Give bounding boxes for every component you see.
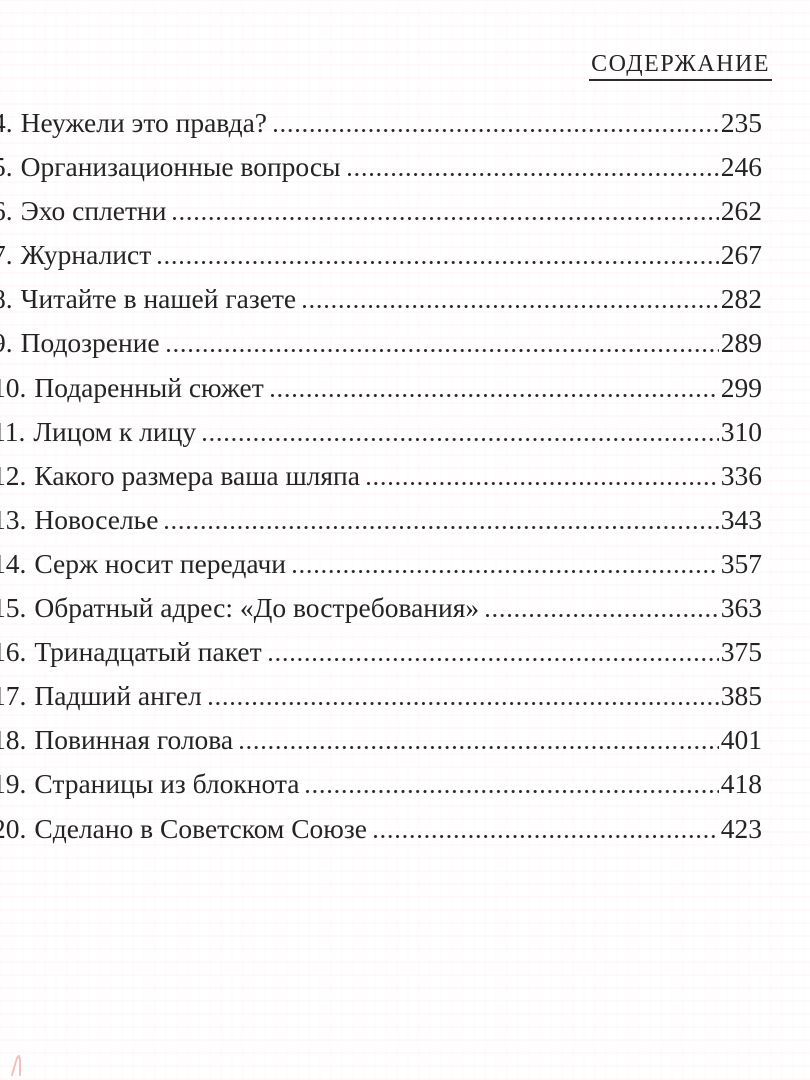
toc-entry-page: 310 [720, 415, 762, 447]
toc-entry-number: 7. [0, 239, 13, 271]
toc-dot-leader [274, 129, 719, 132]
toc-dot-leader [208, 702, 719, 706]
toc-list: 4. Неужели это правда? 235 5. Организаци… [0, 101, 762, 851]
toc-entry-title: Журналист [20, 239, 152, 271]
toc-entry-number: 6. [0, 195, 13, 227]
toc-entry-page: 385 [720, 680, 762, 712]
toc-entry-title: Читайте в нашей газете [20, 283, 297, 315]
toc-entry-page: 246 [720, 151, 762, 183]
toc-entry-number: 4. [0, 107, 13, 138]
toc-dot-leader [366, 481, 719, 485]
toc-entry-number: 12. [0, 459, 27, 491]
toc-entry: 18. Повинная голова 401 [0, 718, 762, 762]
toc-entry-number: 11. [0, 415, 26, 447]
toc-entry: 7. Журналист 267 [0, 233, 762, 277]
toc-entry-title: Подаренный сюжет [34, 371, 264, 403]
toc-entry-number: 18. [0, 724, 27, 756]
toc-entry: 6. Эхо сплетни 262 [0, 189, 762, 233]
toc-entry: 16. Тринадцатый пакет 375 [0, 630, 762, 674]
toc-entry-title: Подозрение [20, 327, 160, 359]
toc-entry-title: Страницы из блокнота [34, 768, 300, 800]
toc-entry-title: Какого размера ваша шляпа [34, 459, 360, 491]
toc-dot-leader [166, 349, 719, 353]
page-header: СОДЕРЖАНИЕ [589, 51, 772, 81]
toc-entry: 5. Организационные вопросы 246 [0, 145, 762, 189]
toc-entry-number: 20. [0, 812, 27, 844]
toc-entry: 20. Сделано в Советском Союзе 423 [0, 807, 762, 851]
toc-dot-leader [270, 393, 719, 397]
toc-entry-number: 10. [0, 371, 27, 403]
toc-entry-page: 262 [720, 195, 762, 227]
toc-entry-number: 16. [0, 636, 27, 668]
toc-dot-leader [158, 261, 719, 265]
toc-entry-title: Обратный адрес: «До востребования» [34, 592, 480, 624]
toc-dot-leader [165, 525, 719, 529]
toc-entry: 17. Падший ангел 385 [0, 674, 762, 718]
toc-entry-number: 8. [0, 283, 13, 315]
toc-entry: 14. Серж носит передачи 357 [0, 542, 762, 586]
toc-entry-page: 357 [720, 547, 762, 579]
toc-entry-title: Серж носит передачи [34, 547, 287, 579]
toc-entry-title: Повинная голова [34, 724, 234, 756]
contents-title: СОДЕРЖАНИЕ [589, 51, 772, 81]
toc-entry: 12. Какого размера ваша шляпа 336 [0, 454, 762, 498]
toc-entry-page: 282 [720, 283, 762, 315]
toc-dot-leader [347, 173, 719, 177]
toc-dot-leader [203, 437, 719, 441]
toc-entry-page: 418 [720, 768, 762, 800]
toc-entry-number: 15. [0, 592, 27, 624]
toc-entry-number: 5. [0, 151, 13, 183]
toc-dot-leader [373, 834, 719, 838]
toc-entry: 13. Новоселье 343 [0, 498, 762, 542]
toc-dot-leader [293, 569, 719, 573]
toc-entry: 4. Неужели это правда? 235 [0, 101, 762, 145]
toc-entry-title: Сделано в Советском Союзе [34, 812, 367, 844]
toc-entry-title: Тринадцатый пакет [34, 636, 262, 668]
toc-dot-leader [240, 746, 719, 750]
toc-entry-page: 375 [720, 636, 762, 668]
toc-entry-page: 423 [720, 812, 762, 844]
toc-entry: 11. Лицом к лицу 310 [0, 410, 762, 454]
toc-entry-page: 336 [720, 459, 762, 491]
toc-entry-page: 299 [720, 371, 762, 403]
toc-entry-page: 267 [720, 239, 762, 271]
toc-entry: 10. Подаренный сюжет 299 [0, 366, 762, 410]
toc-dot-leader [486, 614, 719, 618]
toc-entry-number: 9. [0, 327, 13, 359]
toc-entry-page: 235 [720, 107, 762, 138]
toc-entry: 9. Подозрение 289 [0, 321, 762, 365]
toc-entry-number: 13. [0, 503, 27, 535]
toc-entry: 8. Читайте в нашей газете 282 [0, 277, 762, 321]
toc-dot-leader [303, 305, 719, 309]
toc-entry-title: Новоселье [34, 503, 159, 535]
toc-dot-leader [173, 217, 719, 221]
toc-entry-page: 363 [720, 592, 762, 624]
toc-entry-number: 14. [0, 547, 27, 579]
toc-entry-page: 343 [720, 503, 762, 535]
toc-entry-title: Организационные вопросы [20, 151, 341, 183]
toc-entry-page: 401 [720, 724, 762, 756]
toc-entry-title: Лицом к лицу [33, 415, 197, 447]
pink-watermark-icon [11, 1055, 21, 1076]
toc-entry-number: 17. [0, 680, 27, 712]
toc-entry-title: Эхо сплетни [20, 195, 167, 227]
toc-entry: 15. Обратный адрес: «До востребования» 3… [0, 586, 762, 630]
toc-dot-leader [268, 658, 719, 662]
toc-entry-title: Неужели это правда? [20, 107, 268, 138]
toc-entry: 19. Страницы из блокнота 418 [0, 762, 762, 806]
toc-entry-number: 19. [0, 768, 27, 800]
toc-dot-leader [306, 790, 719, 794]
toc-entry-page: 289 [720, 327, 762, 359]
toc-entry-title: Падший ангел [34, 680, 202, 712]
